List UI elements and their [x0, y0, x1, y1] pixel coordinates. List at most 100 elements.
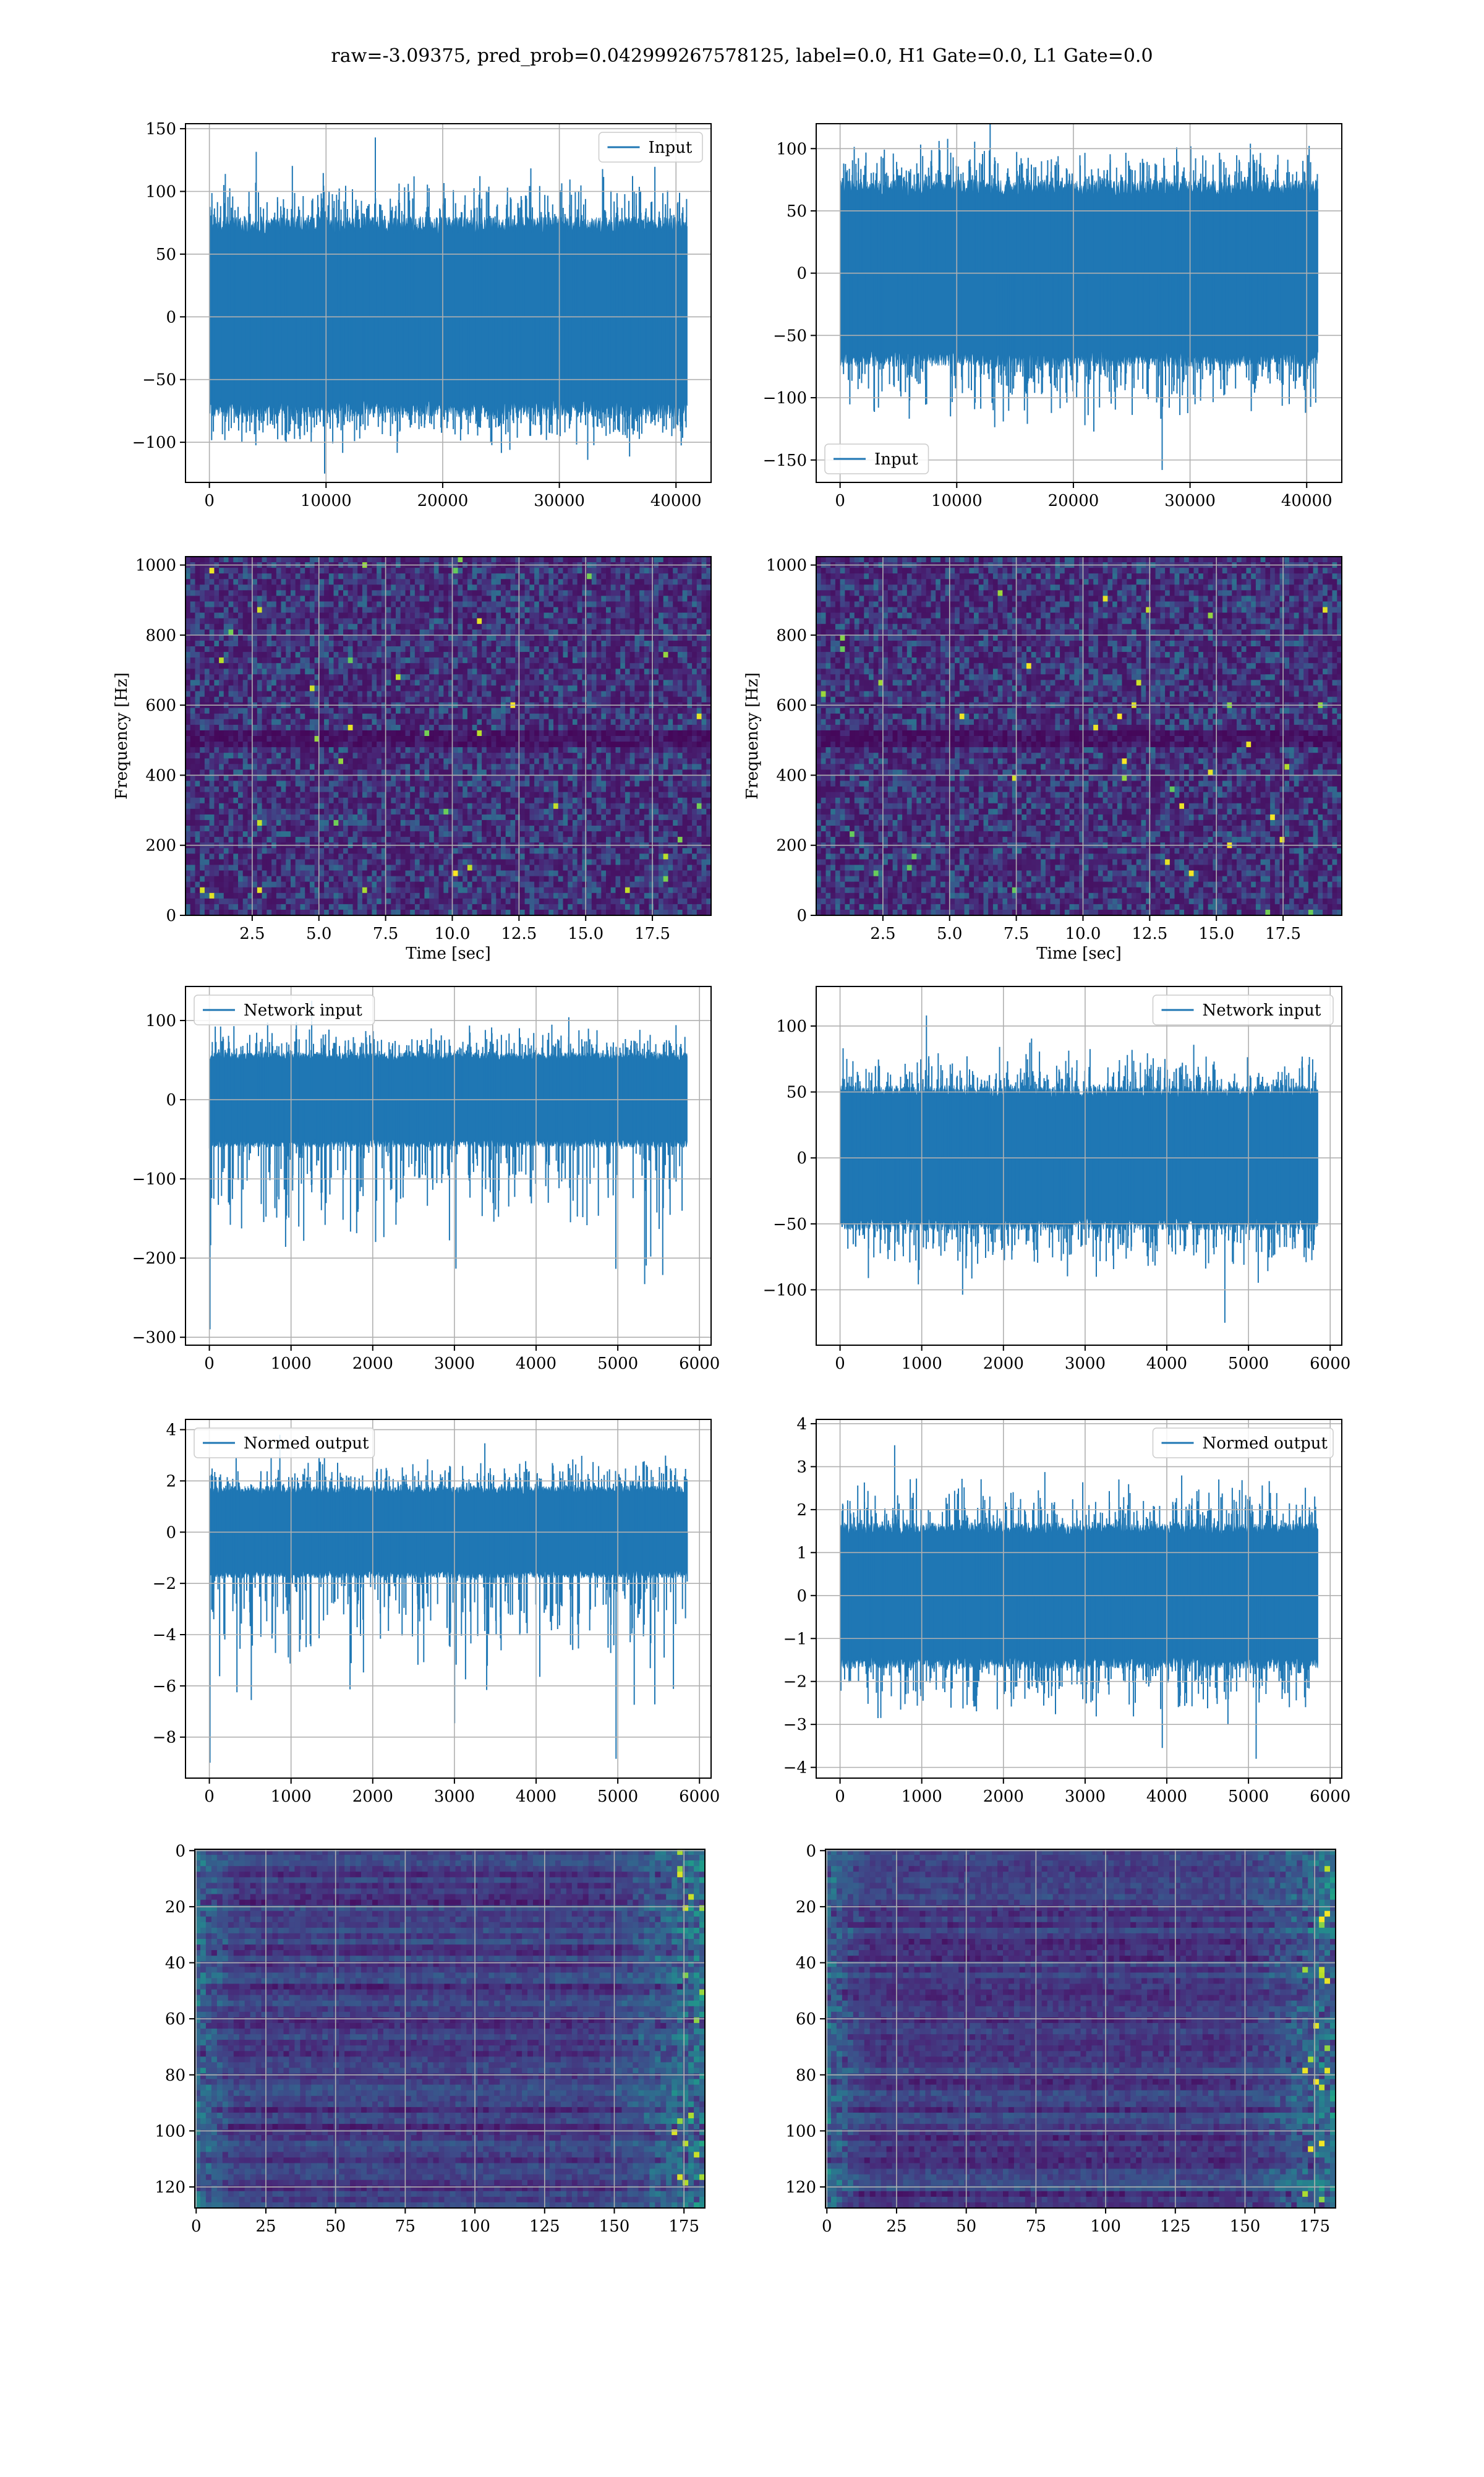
heatmap-cell — [634, 657, 639, 664]
heatmap-cell — [357, 641, 362, 647]
heatmap-cell — [238, 657, 243, 664]
heatmap-cell — [257, 803, 262, 810]
heatmap-cell — [281, 725, 286, 731]
heatmap-cell — [597, 753, 602, 759]
heatmap-cell — [415, 624, 420, 630]
heatmap-cell — [467, 725, 472, 731]
heatmap-cell — [477, 573, 482, 580]
heatmap-cell — [305, 641, 310, 647]
heatmap-cell — [630, 641, 635, 647]
heatmap-cell — [492, 669, 497, 675]
heatmap-cell — [214, 730, 219, 737]
heatmap-cell — [620, 630, 625, 636]
heatmap-cell — [310, 758, 315, 764]
heatmap-cell — [205, 596, 210, 602]
heatmap-cell — [343, 618, 348, 625]
heatmap-cell — [190, 697, 195, 703]
heatmap-cell — [324, 736, 329, 742]
heatmap-cell — [616, 775, 621, 781]
heatmap-cell — [563, 708, 568, 714]
heatmap-cell — [597, 764, 602, 770]
heatmap-cell — [329, 624, 334, 630]
heatmap-cell — [424, 657, 429, 664]
heatmap-cell — [334, 590, 339, 596]
heatmap-cell — [200, 792, 205, 798]
heatmap-cell — [702, 781, 707, 787]
heatmap-cell — [372, 590, 377, 596]
heatmap-cell — [271, 590, 276, 596]
heatmap-cell — [291, 753, 296, 759]
heatmap-cell — [630, 602, 635, 608]
heatmap-cell — [568, 753, 573, 759]
heatmap-cell — [305, 630, 310, 636]
heatmap-cell — [453, 730, 458, 737]
heatmap-cell — [243, 652, 248, 658]
heatmap-cell — [553, 607, 558, 614]
heatmap-cell — [372, 697, 377, 703]
heatmap-cell — [597, 657, 602, 664]
heatmap-cell — [205, 798, 210, 804]
heatmap-cell — [224, 635, 229, 641]
heatmap-cell — [553, 775, 558, 781]
heatmap-cell — [338, 787, 343, 793]
heatmap-cell — [291, 708, 296, 714]
heatmap-cell — [702, 758, 707, 764]
heatmap-cell — [539, 669, 544, 675]
heatmap-cell — [539, 697, 544, 703]
heatmap-cell — [305, 646, 310, 652]
heatmap-cell — [548, 652, 553, 658]
heatmap-cell — [377, 657, 382, 664]
heatmap-cell — [463, 602, 467, 608]
heatmap-cell — [406, 747, 411, 753]
heatmap-cell — [644, 697, 649, 703]
heatmap-cell — [453, 624, 458, 630]
heatmap-cell — [281, 747, 286, 753]
heatmap-cell — [482, 602, 487, 608]
heatmap-cell — [568, 787, 573, 793]
heatmap-cell — [529, 787, 534, 793]
heatmap-cell — [534, 792, 539, 798]
heatmap-cell — [453, 602, 458, 608]
heatmap-cell — [429, 736, 434, 742]
heatmap-cell — [467, 607, 472, 614]
heatmap-cell — [506, 708, 511, 714]
heatmap-cell — [219, 691, 224, 698]
heatmap-cell — [482, 736, 487, 742]
heatmap-cell — [310, 584, 315, 591]
heatmap-cell — [548, 657, 553, 664]
heatmap-cell — [548, 641, 553, 647]
heatmap-cell — [630, 652, 635, 658]
heatmap-cell — [434, 590, 439, 596]
heatmap-cell — [310, 730, 315, 737]
heatmap-cell — [205, 697, 210, 703]
heatmap-cell — [678, 584, 683, 591]
heatmap-cell — [611, 725, 616, 731]
heatmap-cell — [233, 596, 238, 602]
heatmap-cell — [190, 579, 195, 585]
heatmap-cell — [453, 736, 458, 742]
heatmap-cell — [238, 663, 243, 669]
heatmap-cell — [616, 590, 621, 596]
heatmap-cell — [362, 708, 367, 714]
heatmap-cell — [219, 714, 224, 720]
heatmap-cell — [415, 568, 420, 574]
heatmap-cell — [620, 708, 625, 714]
heatmap-cell — [348, 792, 353, 798]
heatmap-cell — [281, 714, 286, 720]
heatmap-cell — [634, 573, 639, 580]
heatmap-cell — [477, 691, 482, 698]
heatmap-cell — [492, 613, 497, 619]
heatmap-cell — [620, 657, 625, 664]
heatmap-cell — [678, 691, 683, 698]
heatmap-cell — [443, 635, 448, 641]
heatmap-cell — [276, 708, 281, 714]
heatmap-cell — [496, 630, 501, 636]
heatmap-cell — [296, 624, 301, 630]
heatmap-cell — [276, 624, 281, 630]
heatmap-cell — [501, 630, 506, 636]
heatmap-cell — [482, 568, 487, 574]
heatmap-cell — [697, 590, 702, 596]
heatmap-cell — [190, 557, 195, 563]
heatmap-cell — [582, 635, 587, 641]
heatmap-cell — [334, 674, 339, 680]
